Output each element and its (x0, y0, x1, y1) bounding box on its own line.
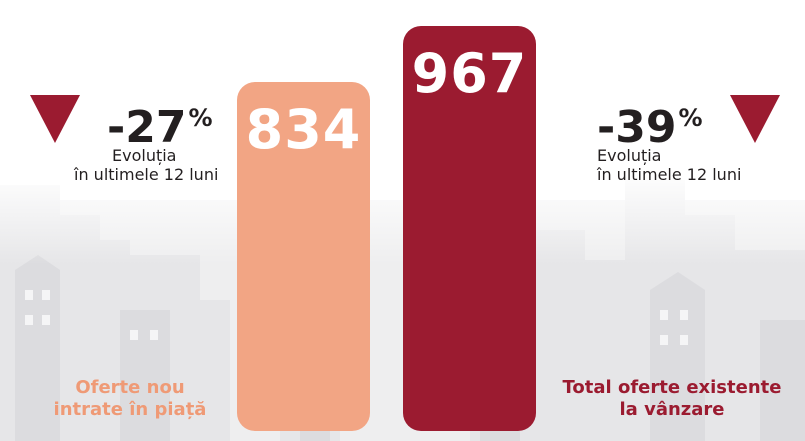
change-value-new-offers: -27 (107, 102, 187, 153)
change-unit-total-offers: % (678, 104, 703, 132)
bar-total-offers (403, 26, 536, 431)
bar-value-total-offers: 967 (411, 42, 528, 105)
change-caption-line-2: în ultimele 12 luni (74, 165, 219, 184)
change-caption-total-offers: Evoluția în ultimele 12 luni (597, 146, 741, 184)
trend-down-icon-left (30, 95, 80, 143)
series-label-total-offers: Total oferte existente la vânzare (552, 377, 792, 421)
series-label-line-2: intrate în piață (53, 399, 207, 420)
change-caption-new-offers: Evoluția în ultimele 12 luni (74, 146, 219, 184)
series-label-line-1: Total oferte existente (562, 377, 782, 398)
series-label-new-offers: Oferte nou intrate în piață (40, 377, 220, 421)
change-caption-line-1: Evoluția (597, 146, 662, 165)
change-caption-line-1: Evoluția (112, 146, 177, 165)
change-percent-total-offers: -39% (597, 96, 703, 150)
series-label-line-1: Oferte nou (75, 377, 185, 398)
series-label-line-2: la vânzare (619, 399, 725, 420)
bar-value-new-offers: 834 (245, 97, 362, 161)
trend-down-icon-right (730, 95, 780, 143)
change-value-total-offers: -39 (597, 102, 677, 153)
bar-new-offers (237, 81, 370, 431)
change-unit-new-offers: % (188, 104, 213, 132)
change-caption-line-2: în ultimele 12 luni (597, 165, 742, 184)
change-percent-new-offers: -27% (107, 96, 213, 150)
